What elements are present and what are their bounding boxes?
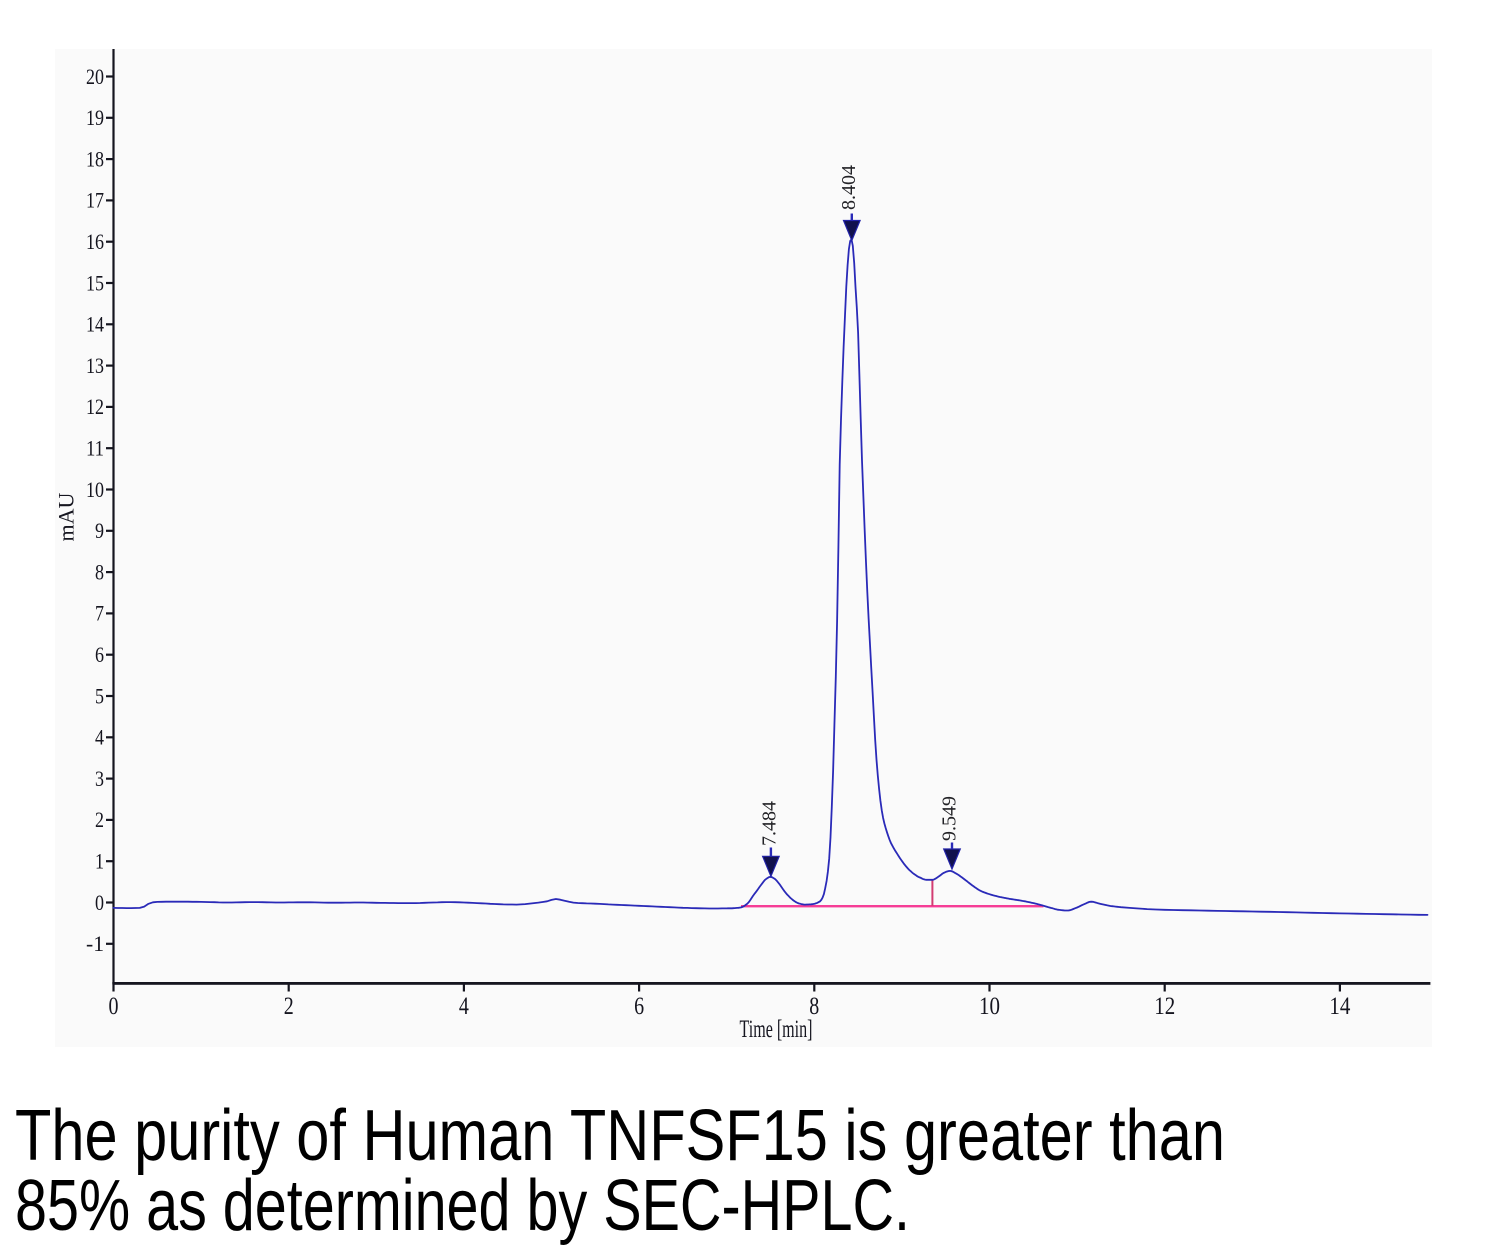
svg-text:4: 4 bbox=[459, 993, 469, 1020]
svg-text:3: 3 bbox=[95, 766, 104, 791]
svg-text:6: 6 bbox=[95, 642, 104, 667]
svg-text:14: 14 bbox=[86, 312, 104, 337]
svg-text:Time [min]: Time [min] bbox=[740, 1016, 813, 1043]
svg-text:12: 12 bbox=[86, 394, 104, 419]
svg-text:11: 11 bbox=[86, 436, 104, 461]
svg-text:mAU: mAU bbox=[54, 492, 79, 541]
svg-text:0: 0 bbox=[95, 890, 104, 915]
svg-text:9: 9 bbox=[95, 518, 104, 543]
svg-text:12: 12 bbox=[1154, 993, 1175, 1020]
svg-text:15: 15 bbox=[86, 270, 104, 295]
svg-text:0: 0 bbox=[109, 993, 119, 1020]
svg-text:4: 4 bbox=[95, 725, 104, 750]
svg-text:7.484: 7.484 bbox=[758, 801, 780, 846]
svg-text:5: 5 bbox=[95, 683, 104, 708]
svg-text:14: 14 bbox=[1329, 993, 1350, 1020]
svg-text:13: 13 bbox=[86, 353, 104, 378]
svg-text:2: 2 bbox=[284, 993, 294, 1020]
svg-text:6: 6 bbox=[634, 993, 644, 1020]
svg-text:The purity of Human TNFSF15 is: The purity of Human TNFSF15 is greater t… bbox=[15, 1096, 1225, 1176]
svg-text:18: 18 bbox=[86, 146, 104, 171]
svg-text:8: 8 bbox=[95, 559, 104, 584]
svg-text:-1: -1 bbox=[86, 931, 104, 956]
svg-text:16: 16 bbox=[86, 229, 104, 254]
svg-text:20: 20 bbox=[86, 64, 104, 89]
svg-text:19: 19 bbox=[86, 105, 104, 130]
svg-text:7: 7 bbox=[95, 601, 104, 626]
svg-text:8.404: 8.404 bbox=[838, 165, 860, 210]
svg-text:10: 10 bbox=[86, 477, 104, 502]
svg-text:85% as determined by SEC-HPLC.: 85% as determined by SEC-HPLC. bbox=[15, 1166, 910, 1246]
svg-text:17: 17 bbox=[86, 188, 104, 213]
svg-text:8: 8 bbox=[809, 993, 819, 1020]
svg-text:9.549: 9.549 bbox=[938, 796, 960, 841]
svg-text:10: 10 bbox=[979, 993, 1000, 1020]
svg-text:1: 1 bbox=[95, 849, 104, 874]
svg-text:2: 2 bbox=[95, 807, 104, 832]
